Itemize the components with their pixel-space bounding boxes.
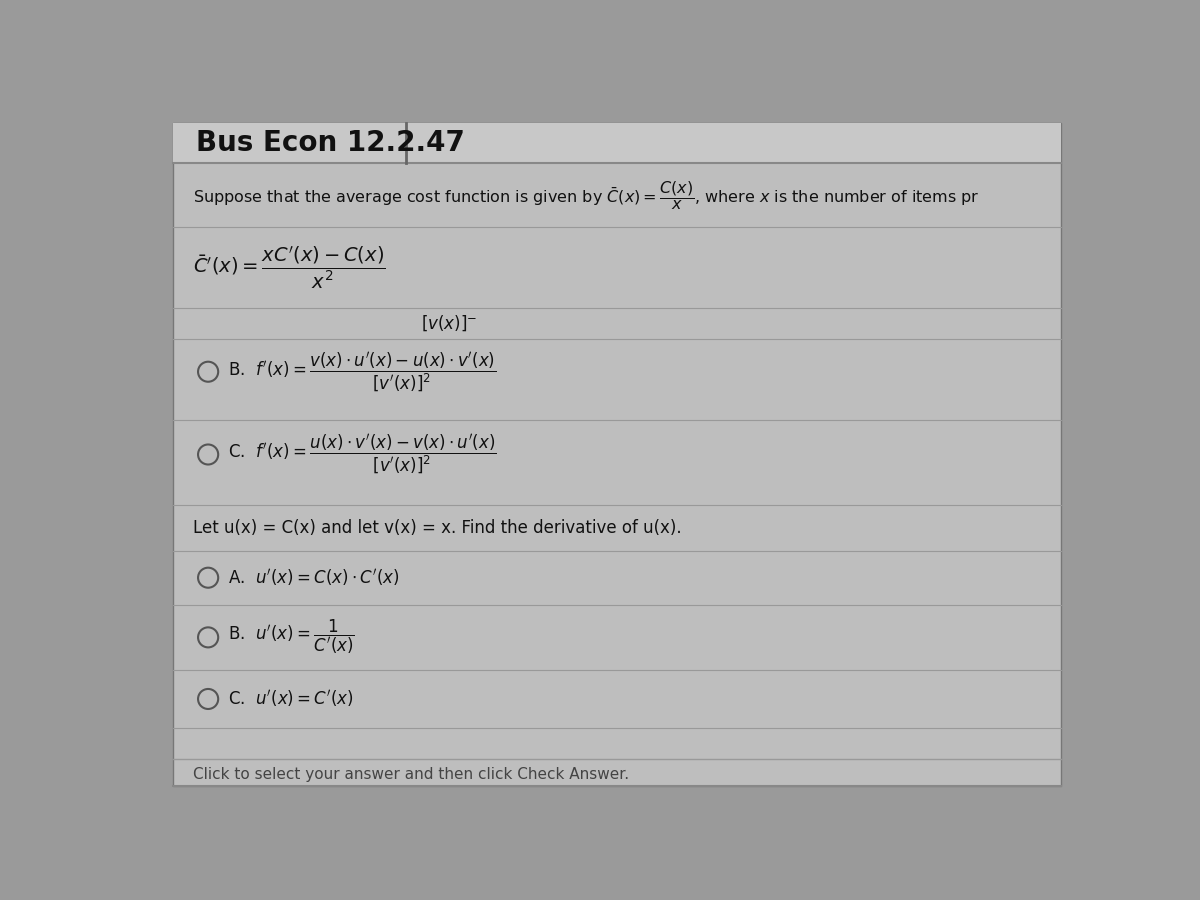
- Text: A.  $u'(x) = C(x) \cdot C'(x)$: A. $u'(x) = C(x) \cdot C'(x)$: [228, 567, 400, 589]
- Text: $[v(x)]^{-}$: $[v(x)]^{-}$: [421, 314, 478, 333]
- Text: Let u(x) = C(x) and let v(x) = x. Find the derivative of u(x).: Let u(x) = C(x) and let v(x) = x. Find t…: [193, 518, 682, 536]
- Text: B.  $u'(x) = \dfrac{1}{C'(x)}$: B. $u'(x) = \dfrac{1}{C'(x)}$: [228, 618, 354, 656]
- Text: Bus Econ 12.2.47: Bus Econ 12.2.47: [197, 129, 466, 157]
- Text: B.  $f'(x) = \dfrac{v(x) \cdot u'(x) - u(x) \cdot v'(x)}{[v'(x)]^2}$: B. $f'(x) = \dfrac{v(x) \cdot u'(x) - u(…: [228, 350, 496, 393]
- Text: Suppose that the average cost function is given by $\bar{C}(x) = \dfrac{C(x)}{x}: Suppose that the average cost function i…: [193, 178, 979, 212]
- Bar: [173, 123, 1061, 164]
- Text: $\bar{C}'(x) = \dfrac{xC'(x) - C(x)}{x^2}$: $\bar{C}'(x) = \dfrac{xC'(x) - C(x)}{x^2…: [193, 244, 385, 291]
- Text: C.  $u'(x) = C'(x)$: C. $u'(x) = C'(x)$: [228, 688, 353, 709]
- Text: C.  $f'(x) = \dfrac{u(x) \cdot v'(x) - v(x) \cdot u'(x)}{[v'(x)]^2}$: C. $f'(x) = \dfrac{u(x) \cdot v'(x) - v(…: [228, 433, 496, 476]
- Text: Click to select your answer and then click Check Answer.: Click to select your answer and then cli…: [193, 767, 629, 781]
